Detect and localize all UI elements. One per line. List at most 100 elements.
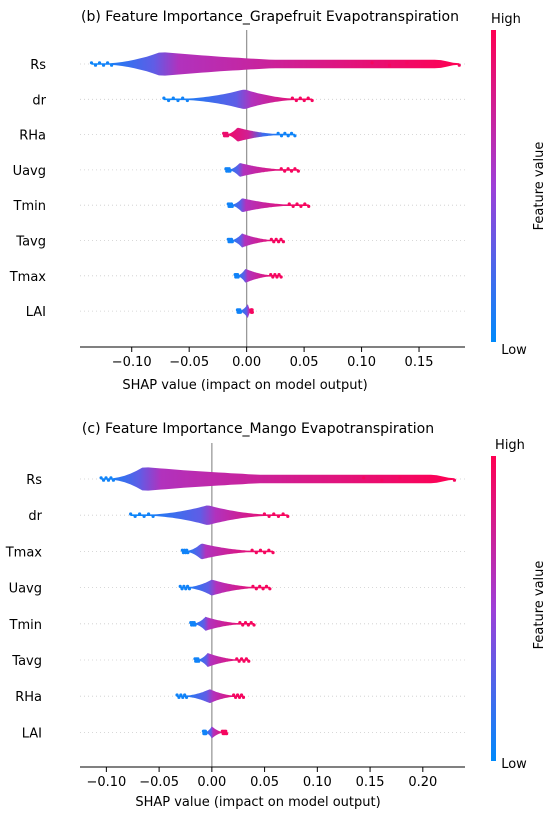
shap-point	[274, 237, 278, 241]
shap-point	[238, 621, 242, 625]
shap-point	[276, 131, 280, 135]
feature-label-uavg: Uavg	[9, 582, 42, 597]
shap-point	[184, 551, 188, 555]
shap-point	[93, 63, 98, 67]
shap-point	[302, 98, 306, 103]
violin-tavg	[228, 233, 284, 248]
shap-point	[405, 61, 409, 65]
shap-point	[387, 63, 392, 67]
violin-dr	[163, 89, 313, 109]
shap-point	[192, 621, 196, 625]
shap-point	[416, 478, 420, 482]
shap-point	[434, 476, 438, 480]
shap-point	[261, 587, 265, 591]
shap-point	[234, 695, 238, 700]
x-tick-label: −0.10	[86, 775, 126, 790]
feature-label-rs: Rs	[30, 58, 46, 73]
shap-point	[281, 240, 286, 244]
shap-point	[166, 98, 171, 103]
x-tick-label: −0.10	[112, 355, 152, 370]
shap-point	[271, 551, 275, 555]
violin-rha	[177, 689, 244, 703]
chart-title: (c) Feature Importance_Mango Evapotransp…	[82, 421, 434, 437]
shap-point	[398, 476, 402, 480]
chart-mango: (c) Feature Importance_Mango Evapotransp…	[5, 421, 547, 810]
shap-point	[279, 275, 283, 279]
shap-point	[184, 587, 188, 591]
shap-point	[362, 476, 366, 480]
shap-point	[269, 273, 273, 277]
shap-point	[176, 98, 180, 103]
shap-point	[370, 61, 374, 65]
shap-point	[225, 131, 229, 135]
shap-point	[204, 732, 208, 736]
colorbar-gradient	[491, 456, 496, 761]
shap-point	[196, 657, 200, 661]
shap-point	[264, 584, 269, 589]
violin-tmax	[182, 543, 273, 560]
shap-point	[185, 98, 189, 103]
shap-point	[97, 61, 102, 65]
shap-point	[272, 240, 276, 244]
shap-point	[249, 310, 253, 314]
feature-label-tmin: Tmin	[13, 199, 46, 214]
shap-point	[286, 134, 290, 138]
shap-point	[279, 167, 283, 171]
colorbar-high-label: High	[495, 438, 525, 453]
shap-point	[249, 621, 253, 625]
shap-point	[236, 275, 240, 279]
shap-point	[235, 273, 240, 277]
shap-point	[269, 237, 273, 241]
shap-point	[181, 96, 185, 100]
violin-lai	[237, 304, 253, 318]
shap-point	[229, 202, 234, 206]
shap-point	[235, 657, 239, 661]
shap-point	[306, 96, 310, 100]
colorbar-title: Feature value	[532, 561, 547, 650]
feature-label-tmax: Tmax	[5, 545, 43, 560]
shap-point	[286, 167, 290, 171]
feature-label-tavg: Tavg	[15, 235, 46, 250]
shap-point	[267, 514, 271, 519]
shap-point	[184, 695, 189, 700]
chart-grapefruit: (b) Feature Importance_Grapefruit Evapot…	[9, 9, 547, 393]
shap-point	[110, 63, 114, 67]
shap-point	[272, 512, 276, 516]
shap-point	[151, 514, 155, 519]
shap-point	[185, 548, 189, 552]
shap-point	[237, 659, 241, 663]
shap-point	[281, 512, 285, 516]
feature-label-tmax: Tmax	[9, 270, 47, 285]
shap-point	[422, 63, 426, 67]
shap-point	[291, 204, 295, 208]
shap-point	[178, 584, 182, 589]
colorbar: High Low Feature value	[491, 12, 547, 358]
shap-point	[268, 587, 272, 591]
x-tick-label: 0.15	[356, 775, 385, 790]
shap-point	[279, 134, 284, 138]
colorbar-low-label: Low	[501, 757, 527, 772]
feature-label-rs: Rs	[26, 473, 42, 488]
shap-point	[146, 512, 151, 516]
shap-point	[109, 476, 113, 480]
shap-point	[244, 657, 248, 661]
shap-point	[229, 237, 234, 241]
shap-point	[262, 512, 267, 516]
shap-point	[203, 729, 207, 733]
shap-point	[104, 476, 108, 480]
colorbar-title: Feature value	[532, 142, 547, 231]
shap-point	[294, 98, 298, 103]
feature-label-dr: dr	[28, 509, 42, 524]
shap-point	[89, 61, 94, 65]
shap-point	[283, 131, 287, 135]
shap-point	[182, 548, 187, 552]
feature-label-dr: dr	[32, 93, 46, 108]
shap-point	[237, 695, 242, 700]
shap-point	[289, 169, 294, 173]
violin-lai	[203, 726, 227, 739]
shap-point	[273, 273, 277, 277]
feature-label-rha: RHa	[19, 129, 46, 144]
shap-point	[180, 548, 184, 552]
shap-point	[239, 657, 244, 661]
colorbar-low-label: Low	[501, 343, 527, 358]
